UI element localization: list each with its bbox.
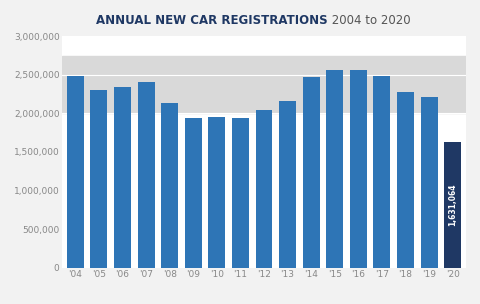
Bar	[255, 110, 273, 268]
Bar	[185, 118, 202, 268]
Bar	[161, 103, 178, 268]
Bar	[420, 97, 438, 268]
Bar	[114, 87, 131, 268]
Bar	[62, 56, 466, 113]
Bar	[373, 76, 390, 268]
Bar	[326, 70, 343, 268]
Text: ANNUAL NEW CAR REGISTRATIONS: ANNUAL NEW CAR REGISTRATIONS	[96, 14, 328, 27]
Bar	[232, 118, 249, 268]
Bar	[67, 76, 84, 268]
Bar	[279, 101, 296, 268]
Bar	[138, 82, 155, 268]
Bar	[397, 92, 414, 268]
Bar	[208, 117, 225, 268]
Text: 1,631,064: 1,631,064	[448, 183, 457, 226]
Bar	[303, 77, 320, 268]
Bar	[444, 142, 461, 268]
Text: 2004 to 2020: 2004 to 2020	[328, 14, 410, 27]
Bar	[350, 70, 367, 268]
Bar	[90, 90, 108, 268]
